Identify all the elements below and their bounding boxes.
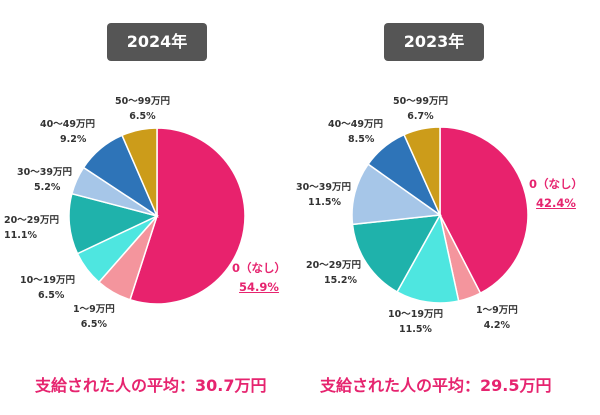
label-2023-20-29: 20～29万円 15.2% [306,260,361,286]
label-2023-none: 0（なし） 42.4% [529,177,584,210]
pie-slice-2024-50-99 [121,127,158,217]
label-2024-50-99: 50～99万円 6.5% [115,96,170,122]
pie-slice-2023-10-19 [396,212,460,304]
label-2024-40-49: 40～49万円 9.2% [40,119,95,145]
pie-slice-2023-30-39 [351,163,443,226]
label-2023-40-49: 40～49万円 8.5% [328,119,383,145]
chart-title-2023: 2023年 [384,23,484,61]
pie-slice-2023-20-29 [351,214,442,293]
chart-2024: 2024年 50～99万円 6.5% 40～49万円 9.2% 30～39万円 5.2… [4,23,287,395]
label-2024-30-39: 30～39万円 5.2% [17,167,72,193]
label-2024-20-29: 20～29万円 11.1% [4,215,59,241]
label-2023-30-39: 30～39万円 11.5% [296,182,351,208]
chart-title-2024: 2024年 [107,23,207,61]
label-2023-50-99: 50～99万円 6.7% [393,96,448,122]
label-2024-10-19: 10～19万円 6.5% [20,275,75,301]
pie-2024 [68,127,246,305]
pie-slice-2023-50-99 [403,126,441,216]
label-2024-none: 0（なし） 54.9% [232,261,287,294]
pie-2023 [351,126,529,304]
pie-slice-2023-none [439,126,529,295]
average-2024: 支給された人の平均：30.7万円 [35,376,267,395]
pie-slice-2024-none [129,127,246,305]
label-2024-1-9: 1～9万円 6.5% [73,304,115,330]
label-2023-10-19: 10～19万円 11.5% [388,309,443,335]
label-2023-1-9: 1～9万円 4.2% [476,305,518,331]
chart-2023: 2023年 50～99万円 6.7% 40～49万円 8.5% 30～39万円 11.… [296,0,600,415]
average-2023: 支給された人の平均：29.5万円 [320,376,552,395]
